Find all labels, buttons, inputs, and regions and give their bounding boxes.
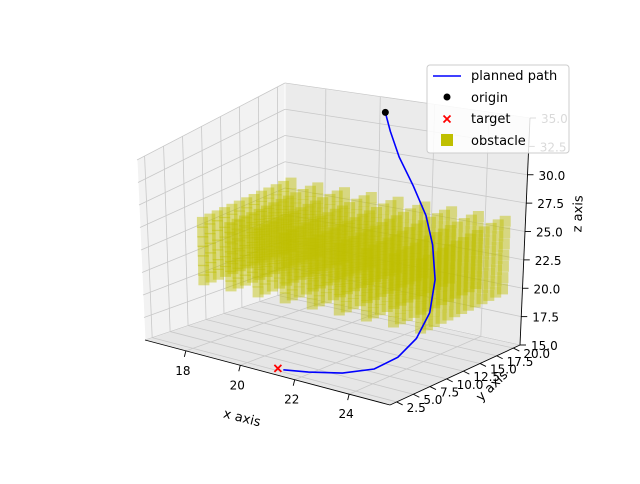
- obstacle-marker: [388, 285, 399, 296]
- obstacle-marker: [307, 299, 318, 310]
- obstacle-marker: [280, 272, 291, 283]
- legend-label: obstacle: [471, 134, 526, 149]
- obstacle-marker: [252, 247, 263, 258]
- obstacle-marker: [225, 261, 236, 272]
- x-tick-label: 20: [230, 378, 245, 392]
- y-tick: [397, 402, 403, 405]
- obstacle-marker: [252, 237, 263, 248]
- obstacle-marker: [416, 290, 427, 301]
- obstacle-marker: [279, 242, 290, 253]
- obstacle-marker: [415, 301, 426, 312]
- obstacle-marker: [279, 262, 290, 273]
- obstacle-marker: [307, 278, 318, 289]
- obstacle-marker: [225, 242, 236, 253]
- obstacle-marker: [197, 227, 208, 238]
- x-tick-label: 22: [284, 393, 299, 407]
- obstacle-marker: [252, 277, 263, 288]
- obstacle-marker: [252, 257, 263, 268]
- legend-circle-swatch: [444, 94, 451, 101]
- obstacle-marker: [197, 236, 208, 247]
- obstacle-marker: [388, 317, 399, 328]
- x-axis-label: x axis: [222, 407, 263, 431]
- legend-square-swatch: [441, 134, 453, 146]
- obstacle-marker: [279, 252, 290, 263]
- x-tick: [184, 351, 186, 357]
- y-tick: [513, 348, 519, 351]
- obstacle-marker: [252, 267, 263, 278]
- obstacle-marker: [224, 222, 235, 233]
- z-tick-label: 22.5: [535, 254, 562, 268]
- y-tick: [430, 387, 436, 390]
- x-tick-label: 24: [339, 407, 354, 421]
- y-tick: [413, 394, 419, 397]
- obstacle-marker: [389, 253, 400, 264]
- legend: planned path origin target obstacle: [427, 65, 569, 153]
- z-tick-label: 20.0: [534, 282, 561, 296]
- z-tick-label: 25.0: [536, 226, 563, 240]
- obstacle-marker: [361, 269, 372, 280]
- obstacle-marker: [225, 232, 236, 243]
- obstacle-marker: [361, 290, 372, 301]
- obstacle-marker: [225, 271, 236, 282]
- x-tick-label: 18: [175, 364, 190, 378]
- obstacle-marker: [307, 248, 318, 259]
- obstacle-marker: [361, 279, 372, 290]
- obstacle-marker: [334, 284, 345, 295]
- obstacle-marker: [361, 300, 372, 311]
- obstacle-marker: [334, 253, 345, 264]
- obstacle-marker: [307, 288, 318, 299]
- obstacle-marker: [280, 292, 291, 303]
- obstacle-marker: [334, 305, 345, 316]
- obstacle-marker: [388, 295, 399, 306]
- x-tick: [293, 380, 295, 386]
- y-tick: [463, 371, 469, 374]
- obstacle-marker: [306, 238, 317, 249]
- obstacle-marker: [416, 258, 427, 269]
- obstacle-marker: [280, 282, 291, 293]
- obstacle-marker: [388, 306, 399, 317]
- obstacle-marker: [226, 280, 237, 291]
- y-tick: [497, 356, 503, 359]
- y-tick: [447, 379, 453, 382]
- obstacle-marker: [198, 265, 209, 276]
- obstacle-marker: [334, 274, 345, 285]
- legend-label: origin: [471, 91, 508, 106]
- obstacle-marker: [389, 264, 400, 275]
- obstacle-marker: [416, 280, 427, 291]
- y-tick: [480, 363, 486, 366]
- obstacle-marker: [334, 243, 345, 254]
- obstacle-marker: [198, 255, 209, 266]
- obstacle-marker: [253, 286, 264, 297]
- obstacle-marker: [307, 268, 318, 279]
- obstacle-marker: [334, 263, 345, 274]
- obstacle-marker: [416, 269, 427, 280]
- obstacle-marker: [361, 311, 372, 322]
- z-tick-label: 15.0: [531, 339, 558, 353]
- x-tick: [239, 365, 241, 371]
- legend-label: target: [471, 112, 511, 127]
- obstacle-marker: [252, 227, 263, 238]
- z-tick-label: 30.0: [539, 169, 566, 183]
- origin-marker: [382, 109, 389, 116]
- obstacle-marker: [225, 251, 236, 262]
- z-tick-label: 17.5: [532, 311, 559, 325]
- x-tick: [348, 394, 350, 400]
- z-axis-label: z axis: [570, 195, 586, 233]
- obstacle-marker: [198, 246, 209, 257]
- legend-label: planned path: [471, 69, 557, 84]
- obstacle-marker: [361, 248, 372, 259]
- obstacle-marker: [307, 258, 318, 269]
- obstacle-marker: [279, 232, 290, 243]
- obstacle-marker: [388, 274, 399, 285]
- z-tick-label: 27.5: [537, 197, 564, 211]
- obstacle-marker: [334, 294, 345, 305]
- obstacle-marker: [198, 274, 209, 285]
- obstacle-marker: [361, 258, 372, 269]
- obstacle-marker: [197, 217, 208, 228]
